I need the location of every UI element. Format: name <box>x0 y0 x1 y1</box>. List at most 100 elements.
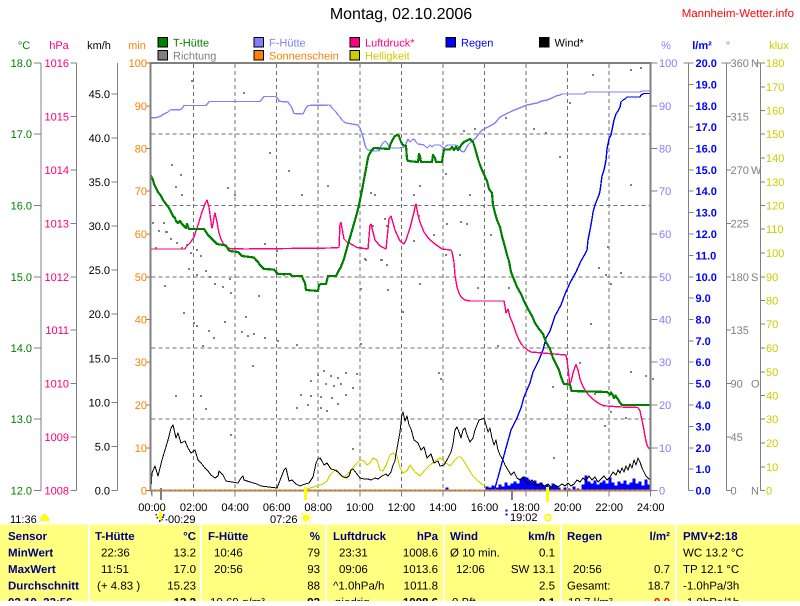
svg-text:0.1: 0.1 <box>539 548 555 560</box>
svg-text:79: 79 <box>307 548 320 560</box>
svg-text:0 Bft: 0 Bft <box>452 597 476 601</box>
svg-text:20:56: 20:56 <box>573 564 602 576</box>
svg-text:110: 110 <box>766 224 784 236</box>
svg-text:30.0: 30.0 <box>89 221 110 233</box>
svg-text:l/m²: l/m² <box>692 40 712 52</box>
svg-text:60: 60 <box>659 229 671 241</box>
svg-text:10.0: 10.0 <box>89 397 110 409</box>
svg-text:5.0: 5.0 <box>95 441 110 453</box>
svg-text:TP 12.1 °C: TP 12.1 °C <box>683 564 739 576</box>
svg-text:40: 40 <box>135 315 147 327</box>
svg-text:17.0: 17.0 <box>696 122 717 134</box>
svg-text:10: 10 <box>766 462 778 474</box>
svg-text:25.0: 25.0 <box>89 265 110 277</box>
svg-text:19.0: 19.0 <box>696 79 717 91</box>
svg-text:Mannheim-Wetter.info: Mannheim-Wetter.info <box>682 8 794 20</box>
svg-text:90: 90 <box>731 379 743 391</box>
svg-text:35.0: 35.0 <box>89 177 110 189</box>
svg-text:90: 90 <box>766 272 778 284</box>
svg-text:1008: 1008 <box>45 486 69 498</box>
svg-text:9.0: 9.0 <box>696 293 711 305</box>
svg-text:160: 160 <box>766 106 784 118</box>
svg-text:1013: 1013 <box>45 218 69 230</box>
svg-text:°C: °C <box>183 531 196 543</box>
svg-text:23:31: 23:31 <box>339 548 368 560</box>
svg-text:17.0: 17.0 <box>11 129 32 141</box>
svg-text:1.0: 1.0 <box>696 464 711 476</box>
svg-text:0.7: 0.7 <box>654 564 670 576</box>
svg-text:1010: 1010 <box>45 379 69 391</box>
svg-text:20: 20 <box>135 400 147 412</box>
svg-text:100: 100 <box>129 58 147 70</box>
svg-text:klux: klux <box>769 40 789 52</box>
svg-text:1011.8: 1011.8 <box>404 581 438 593</box>
svg-text:13.2: 13.2 <box>174 548 196 560</box>
svg-text:100: 100 <box>766 248 784 260</box>
svg-text:Luftdruck*: Luftdruck* <box>365 38 415 50</box>
svg-text:180: 180 <box>766 58 784 70</box>
svg-text:50: 50 <box>135 272 147 284</box>
svg-text:WC 13.2 °C: WC 13.2 °C <box>683 548 744 560</box>
svg-text:1015: 1015 <box>45 111 69 123</box>
svg-text:Durchschnitt: Durchschnitt <box>8 581 79 593</box>
svg-text:T-Hütte: T-Hütte <box>173 38 209 50</box>
svg-text:F-Hütte: F-Hütte <box>208 531 248 543</box>
svg-text:20:00: 20:00 <box>554 502 582 514</box>
svg-text:0.0: 0.0 <box>654 597 670 601</box>
svg-text:3.0: 3.0 <box>696 421 711 433</box>
svg-text:00:29: 00:29 <box>168 514 196 526</box>
svg-text:18.7: 18.7 <box>648 581 670 593</box>
svg-text:km/h: km/h <box>87 40 111 52</box>
svg-text:93: 93 <box>307 564 320 576</box>
svg-text:Regen: Regen <box>567 531 602 543</box>
svg-text:0: 0 <box>141 486 147 498</box>
svg-text:16:00: 16:00 <box>471 502 499 514</box>
svg-text:Sensor: Sensor <box>8 531 48 543</box>
svg-text:16.0: 16.0 <box>696 144 717 156</box>
svg-text:1008.6: 1008.6 <box>403 597 438 601</box>
svg-text:MinWert: MinWert <box>8 548 53 560</box>
svg-text:^1.0hPa/h: ^1.0hPa/h <box>333 581 384 593</box>
svg-text:N: N <box>751 58 759 70</box>
svg-text:7.0: 7.0 <box>696 336 711 348</box>
svg-text:Regen: Regen <box>461 38 493 50</box>
svg-text:18:00: 18:00 <box>512 502 540 514</box>
svg-text:70: 70 <box>135 186 147 198</box>
svg-text:90: 90 <box>659 101 671 113</box>
svg-text:12.0: 12.0 <box>11 486 32 498</box>
svg-text:Richtung: Richtung <box>173 51 216 63</box>
svg-text:22:00: 22:00 <box>595 502 623 514</box>
svg-text:50: 50 <box>659 272 671 284</box>
svg-text:22:36: 22:36 <box>101 548 130 560</box>
svg-text:20.0: 20.0 <box>89 309 110 321</box>
svg-text:0.0: 0.0 <box>95 486 110 498</box>
svg-text:140: 140 <box>766 153 784 165</box>
svg-text:0: 0 <box>659 486 665 498</box>
svg-text:10: 10 <box>135 443 147 455</box>
svg-text:14.0: 14.0 <box>11 343 32 355</box>
svg-text:km/h: km/h <box>528 531 555 543</box>
svg-text:0: 0 <box>731 486 737 498</box>
svg-text:270: 270 <box>731 165 749 177</box>
svg-text:315: 315 <box>731 111 749 123</box>
svg-text:PMV+2:18: PMV+2:18 <box>683 531 738 543</box>
svg-text:02:00: 02:00 <box>180 502 208 514</box>
svg-text:l/m²: l/m² <box>650 531 671 543</box>
svg-text:80: 80 <box>766 296 778 308</box>
svg-text:50: 50 <box>766 367 778 379</box>
svg-text:Wind*: Wind* <box>555 38 585 50</box>
svg-text:170: 170 <box>766 82 784 94</box>
svg-text:11:36: 11:36 <box>10 514 37 526</box>
svg-text:O: O <box>751 379 760 391</box>
svg-text:11.0: 11.0 <box>696 250 717 262</box>
svg-text:-1.0hPa/1h: -1.0hPa/1h <box>683 597 739 601</box>
svg-text:14.0: 14.0 <box>696 186 717 198</box>
svg-text:Montag, 02.10.2006: Montag, 02.10.2006 <box>330 6 472 23</box>
svg-text:45.0: 45.0 <box>89 89 110 101</box>
svg-text:130: 130 <box>766 177 784 189</box>
svg-text:1008.6: 1008.6 <box>403 548 438 560</box>
svg-text:15.0: 15.0 <box>696 165 717 177</box>
svg-text:MaxWert: MaxWert <box>8 564 56 576</box>
svg-text:Gesamt:: Gesamt: <box>567 581 610 593</box>
svg-text:Wind: Wind <box>450 531 478 543</box>
